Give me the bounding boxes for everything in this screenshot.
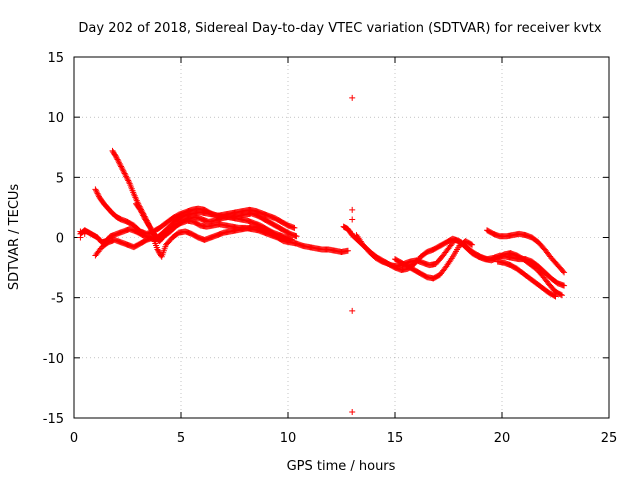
- data-point: [349, 408, 356, 415]
- data-point: [344, 247, 351, 254]
- data-point: [115, 159, 122, 166]
- data-point: [349, 94, 356, 101]
- data-point: [120, 167, 127, 174]
- series-track-e: [133, 200, 300, 241]
- data-point: [467, 241, 474, 248]
- plot-frame: [73, 56, 610, 419]
- data-point: [289, 236, 296, 243]
- data-point: [95, 191, 102, 198]
- data-point: [557, 291, 564, 298]
- data-point: [116, 160, 123, 167]
- data-point: [93, 187, 100, 194]
- data-point: [125, 177, 132, 184]
- data-point: [293, 233, 300, 240]
- x-tick-label: 0: [70, 431, 78, 446]
- data-point: [559, 268, 566, 275]
- x-tick-label: 25: [601, 431, 618, 446]
- x-tick-label: 5: [177, 431, 185, 446]
- data-point: [114, 156, 121, 163]
- series-outliers: [77, 94, 356, 415]
- data-point: [139, 211, 146, 218]
- series-track-h: [392, 238, 476, 282]
- data-point: [92, 186, 99, 193]
- y-tick-label: -15: [43, 412, 64, 427]
- y-tick-label: 0: [56, 232, 64, 247]
- data-point: [285, 238, 291, 245]
- data-point: [551, 292, 558, 299]
- data-point: [113, 155, 120, 162]
- series-track-j: [494, 258, 559, 300]
- series-track-i: [484, 227, 568, 276]
- data-point: [117, 162, 124, 169]
- series-track-d: [92, 223, 291, 260]
- data-point: [349, 230, 356, 237]
- data-point: [442, 264, 449, 271]
- y-tick-label: -5: [51, 292, 64, 307]
- data-point: [283, 237, 290, 244]
- data-point: [122, 171, 129, 178]
- data-point: [115, 157, 122, 164]
- data-point: [93, 189, 100, 196]
- data-point: [561, 269, 568, 276]
- data-point: [77, 234, 84, 241]
- data-point: [138, 208, 145, 215]
- data-point: [291, 224, 298, 231]
- data-point: [120, 169, 127, 176]
- data-point: [469, 241, 476, 248]
- data-point: [125, 178, 132, 185]
- data-point: [558, 292, 565, 299]
- data-point: [77, 228, 84, 235]
- data-point: [113, 153, 120, 160]
- data-point: [118, 164, 125, 171]
- axis-ticks: 0 5 10 15 20 25 15 10 5 0 -5 -10 -15: [43, 51, 618, 446]
- data-point: [123, 174, 130, 181]
- x-tick-label: 20: [494, 431, 511, 446]
- data-point: [140, 212, 147, 219]
- x-tick-label: 10: [280, 431, 297, 446]
- data-point: [81, 230, 88, 237]
- y-tick-label: 15: [47, 51, 64, 66]
- x-axis-label: GPS time / hours: [287, 459, 396, 474]
- data-point: [94, 190, 101, 197]
- data-point: [140, 213, 147, 220]
- y-tick-label: 5: [56, 171, 64, 186]
- y-tick-label: -10: [43, 352, 64, 367]
- data-point: [121, 170, 128, 177]
- chart-title: Day 202 of 2018, Sidereal Day-to-day VTE…: [78, 21, 601, 36]
- y-axis-label: SDTVAR / TECUs: [7, 184, 22, 291]
- data-point: [118, 163, 125, 170]
- data-points: [77, 94, 568, 415]
- data-point: [552, 293, 559, 300]
- data-point: [119, 166, 126, 173]
- data-point: [349, 307, 356, 314]
- x-tick-label: 15: [387, 431, 404, 446]
- data-point: [123, 173, 130, 180]
- data-point: [349, 206, 356, 213]
- data-point: [124, 176, 131, 183]
- y-tick-label: 10: [47, 111, 64, 126]
- data-point: [137, 206, 144, 213]
- data-point: [138, 209, 145, 216]
- data-point: [349, 216, 356, 223]
- data-point: [561, 282, 568, 289]
